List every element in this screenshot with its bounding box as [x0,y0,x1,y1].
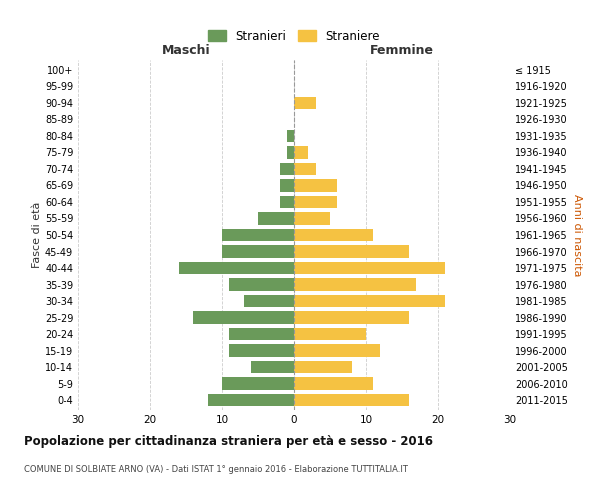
Bar [258,212,294,224]
Text: Maschi: Maschi [161,44,211,57]
Bar [280,196,294,208]
Bar [294,328,366,340]
Bar [280,180,294,192]
Bar [287,130,294,142]
Bar [294,278,416,290]
Y-axis label: Anni di nascita: Anni di nascita [572,194,581,276]
Bar [294,361,352,374]
Bar [251,361,294,374]
Bar [229,344,294,357]
Bar [222,246,294,258]
Bar [294,378,373,390]
Bar [294,96,316,109]
Bar [294,180,337,192]
Text: Popolazione per cittadinanza straniera per età e sesso - 2016: Popolazione per cittadinanza straniera p… [24,435,433,448]
Bar [287,146,294,158]
Bar [208,394,294,406]
Bar [244,295,294,307]
Bar [294,295,445,307]
Bar [294,229,373,241]
Bar [294,212,330,224]
Bar [222,229,294,241]
Bar [193,312,294,324]
Bar [294,196,337,208]
Bar [222,378,294,390]
Bar [179,262,294,274]
Legend: Stranieri, Straniere: Stranieri, Straniere [202,24,386,48]
Text: Femmine: Femmine [370,44,434,57]
Bar [294,312,409,324]
Bar [294,146,308,158]
Bar [294,246,409,258]
Bar [229,328,294,340]
Y-axis label: Fasce di età: Fasce di età [32,202,42,268]
Bar [280,163,294,175]
Text: COMUNE DI SOLBIATE ARNO (VA) - Dati ISTAT 1° gennaio 2016 - Elaborazione TUTTITA: COMUNE DI SOLBIATE ARNO (VA) - Dati ISTA… [24,465,408,474]
Bar [294,163,316,175]
Bar [294,344,380,357]
Bar [294,262,445,274]
Bar [229,278,294,290]
Bar [294,394,409,406]
